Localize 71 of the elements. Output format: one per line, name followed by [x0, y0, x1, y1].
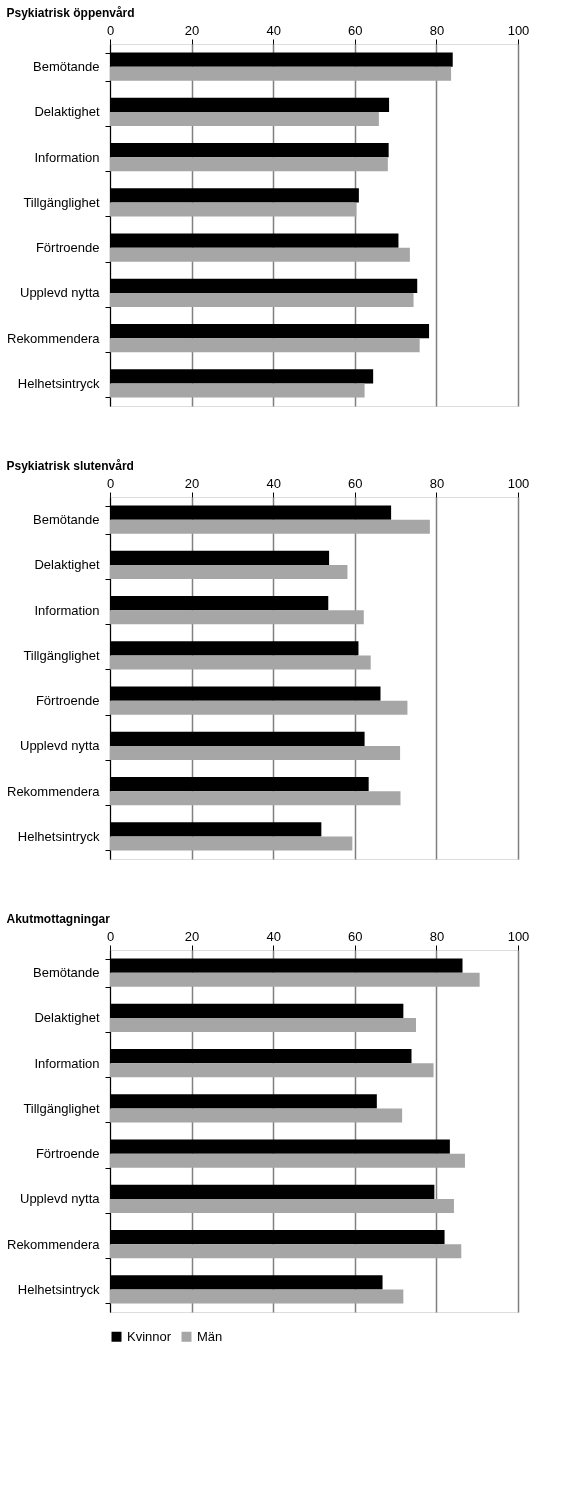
chart-title: Psykiatrisk slutenvård — [6, 459, 134, 473]
x-tick-label: 20 — [184, 475, 200, 491]
y-tick-label: Helhetsintryck — [17, 1281, 100, 1297]
bar — [110, 610, 364, 625]
y-tick-label: Delaktighet — [34, 104, 100, 120]
y-tick-label: Information — [34, 149, 100, 165]
bar — [110, 1153, 465, 1168]
y-tick-label: Tillgänglighet — [23, 194, 100, 210]
chart-title: Akutmottagningar — [6, 912, 111, 926]
y-tick-label: Upplevd nytta — [20, 285, 101, 301]
bar — [110, 202, 357, 217]
x-tick-label: 80 — [429, 22, 445, 38]
bar — [110, 700, 408, 715]
x-tick-label: 100 — [507, 928, 530, 944]
x-tick-label: 80 — [429, 475, 445, 491]
bar — [110, 66, 452, 81]
x-tick-label: 60 — [348, 22, 363, 38]
y-tick-label: Helhetsintryck — [17, 828, 100, 844]
y-tick-label: Tillgänglighet — [23, 647, 100, 663]
bar — [110, 292, 414, 307]
bar — [110, 1244, 462, 1259]
x-tick-label: 100 — [507, 475, 530, 491]
x-tick-label: 60 — [348, 475, 363, 491]
bar — [110, 655, 371, 670]
x-tick-label: 40 — [266, 928, 281, 944]
x-tick-label: 0 — [106, 928, 115, 944]
bar — [110, 519, 430, 534]
y-tick-label: Förtroende — [35, 240, 100, 256]
y-tick-label: Delaktighet — [34, 1010, 100, 1026]
x-tick-label: 0 — [106, 475, 115, 491]
y-tick-label: Bemötande — [33, 965, 100, 981]
bar — [110, 1017, 416, 1032]
x-tick-label: 20 — [184, 22, 200, 38]
chart-title: Psykiatrisk öppenvård — [6, 6, 135, 20]
x-tick-label: 60 — [348, 928, 363, 944]
bar — [110, 247, 410, 262]
legend-label: Män — [197, 1328, 223, 1344]
y-tick-label: Tillgänglighet — [23, 1100, 100, 1116]
y-tick-label: Information — [34, 602, 100, 618]
y-tick-label: Bemötande — [33, 512, 100, 528]
x-tick-label: 80 — [429, 928, 445, 944]
bar — [110, 972, 480, 987]
y-tick-label: Upplevd nytta — [20, 1191, 101, 1207]
bar — [110, 338, 420, 353]
y-tick-label: Rekommendera — [7, 330, 101, 346]
y-tick-label: Bemötande — [33, 59, 100, 75]
y-tick-label: Helhetsintryck — [17, 375, 100, 391]
y-tick-label: Information — [34, 1055, 100, 1071]
y-tick-label: Rekommendera — [7, 1236, 101, 1252]
x-tick-label: 40 — [266, 475, 281, 491]
y-tick-label: Förtroende — [35, 1146, 100, 1162]
bar — [110, 383, 365, 398]
x-tick-label: 20 — [184, 928, 200, 944]
legend-label: Kvinnor — [127, 1328, 172, 1344]
bar — [110, 1198, 454, 1213]
x-tick-label: 40 — [266, 22, 281, 38]
bar — [110, 836, 353, 851]
y-tick-label: Förtroende — [35, 693, 100, 709]
y-tick-label: Upplevd nytta — [20, 738, 101, 754]
bar — [110, 111, 379, 126]
bar — [110, 791, 401, 806]
x-tick-label: 100 — [507, 22, 530, 38]
y-tick-label: Rekommendera — [7, 783, 101, 799]
bar — [110, 1289, 404, 1304]
bar — [110, 1063, 434, 1078]
x-tick-label: 0 — [106, 22, 115, 38]
bar — [110, 157, 388, 172]
bar — [110, 1108, 403, 1123]
bar — [110, 745, 401, 760]
bar — [110, 564, 348, 579]
y-tick-label: Delaktighet — [34, 557, 100, 573]
